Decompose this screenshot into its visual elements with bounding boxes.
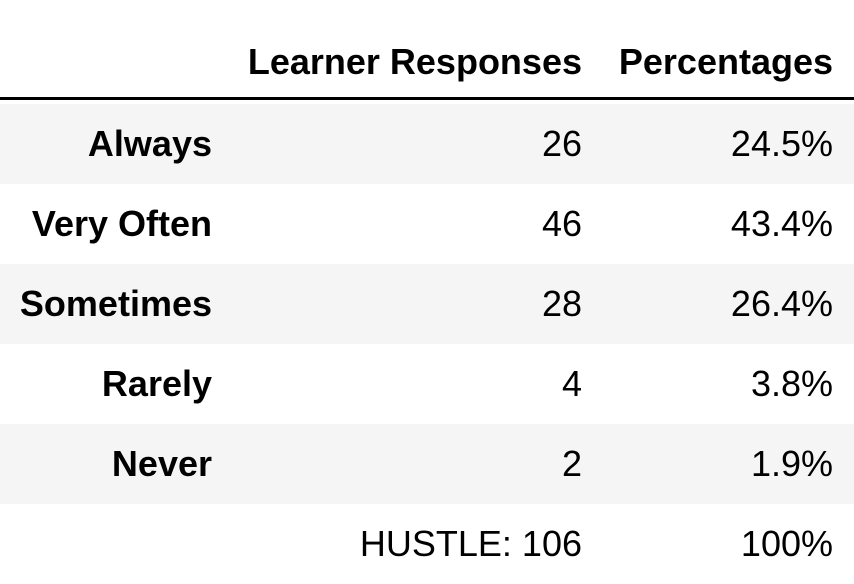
- row-percentage: 24.5%: [730, 123, 833, 164]
- row-responses: 2: [561, 443, 582, 484]
- row-responses: 46: [541, 203, 582, 244]
- table-row: Always 26 24.5%: [0, 104, 854, 184]
- row-responses: 4: [561, 363, 582, 404]
- table-row: Never 2 1.9%: [0, 424, 854, 504]
- table-row: Very Often 46 43.4%: [0, 184, 854, 264]
- row-label: Always: [87, 123, 212, 164]
- table-row: Rarely 4 3.8%: [0, 344, 854, 424]
- row-label: Never: [111, 443, 212, 484]
- total-percentage: 100%: [740, 523, 833, 564]
- header-learner-responses: Learner Responses: [247, 41, 582, 82]
- row-percentage: 26.4%: [730, 283, 833, 324]
- table-row: Sometimes 28 26.4%: [0, 264, 854, 344]
- row-label: Rarely: [101, 363, 212, 404]
- row-label: Sometimes: [19, 283, 212, 324]
- row-responses: 26: [541, 123, 582, 164]
- row-percentage: 43.4%: [730, 203, 833, 244]
- table-total-row: HUSTLE: 106 100%: [0, 504, 854, 584]
- row-percentage: 3.8%: [750, 363, 833, 404]
- total-responses: HUSTLE: 106: [359, 523, 582, 564]
- row-percentage: 1.9%: [750, 443, 833, 484]
- header-percentages: Percentages: [618, 41, 833, 82]
- table-header: Learner Responses Percentages: [0, 0, 854, 100]
- row-responses: 28: [541, 283, 582, 324]
- row-label: Very Often: [31, 203, 212, 244]
